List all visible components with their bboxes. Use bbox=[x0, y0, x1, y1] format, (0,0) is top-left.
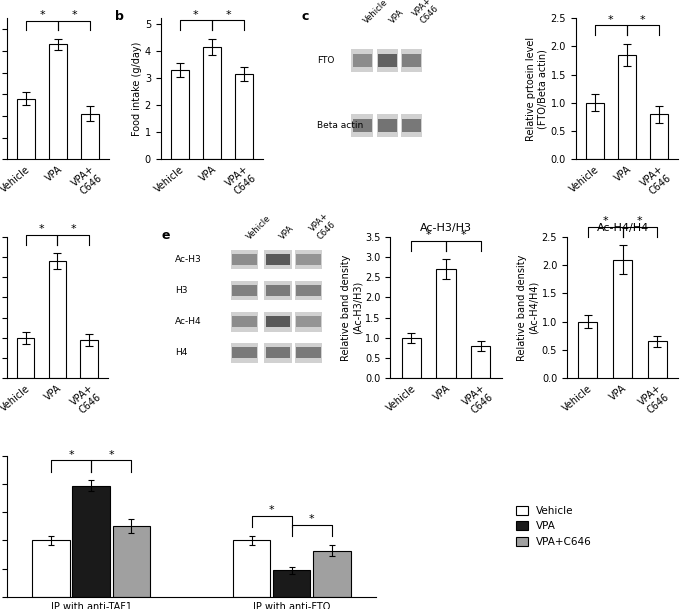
Bar bbox=[49, 44, 67, 609]
Bar bbox=[295, 281, 322, 300]
Bar bbox=[295, 250, 322, 269]
Bar bbox=[266, 285, 290, 296]
Text: Ac-H3: Ac-H3 bbox=[175, 255, 201, 264]
Bar bbox=[73, 485, 110, 597]
Bar bbox=[231, 343, 258, 362]
Bar bbox=[377, 114, 399, 137]
Bar bbox=[264, 343, 292, 362]
Text: *: * bbox=[71, 224, 76, 234]
Text: VPA+
C646: VPA+ C646 bbox=[411, 0, 441, 26]
Bar bbox=[232, 285, 257, 296]
Bar bbox=[295, 343, 322, 362]
Bar bbox=[351, 49, 373, 72]
Bar bbox=[49, 261, 66, 378]
Bar bbox=[82, 114, 99, 609]
Bar bbox=[351, 114, 373, 137]
Bar bbox=[296, 285, 321, 296]
Bar bbox=[231, 312, 258, 331]
Text: Beta actin: Beta actin bbox=[316, 121, 363, 130]
Bar bbox=[296, 316, 321, 327]
Text: c: c bbox=[301, 10, 308, 23]
Text: *: * bbox=[608, 15, 614, 24]
Legend: Vehicle, VPA, VPA+C646: Vehicle, VPA, VPA+C646 bbox=[516, 505, 592, 547]
Y-axis label: Relative band density
(Ac-H3/H3): Relative band density (Ac-H3/H3) bbox=[340, 255, 362, 361]
Bar bbox=[296, 254, 321, 265]
Bar bbox=[377, 49, 399, 72]
Bar bbox=[264, 250, 292, 269]
Text: Ac-H4: Ac-H4 bbox=[175, 317, 201, 326]
Bar bbox=[231, 281, 258, 300]
Text: *: * bbox=[225, 10, 231, 19]
Text: VPA+
C646: VPA+ C646 bbox=[308, 211, 338, 241]
Text: b: b bbox=[114, 10, 123, 23]
Bar bbox=[233, 540, 271, 597]
Text: e: e bbox=[161, 228, 170, 242]
Bar bbox=[232, 347, 257, 358]
Text: *: * bbox=[426, 230, 432, 240]
Bar bbox=[401, 338, 421, 378]
Bar bbox=[578, 322, 597, 378]
Bar bbox=[353, 119, 372, 132]
Bar bbox=[378, 54, 397, 67]
Text: *: * bbox=[39, 10, 45, 20]
Bar bbox=[586, 103, 603, 160]
Bar bbox=[264, 312, 292, 331]
Text: VPA: VPA bbox=[278, 224, 296, 241]
Title: Ac-H4/H4: Ac-H4/H4 bbox=[597, 224, 649, 233]
Bar bbox=[273, 570, 310, 597]
Bar bbox=[232, 316, 257, 327]
Text: *: * bbox=[269, 505, 275, 515]
Bar bbox=[32, 540, 70, 597]
Bar bbox=[401, 119, 421, 132]
Bar bbox=[618, 55, 636, 160]
Bar bbox=[650, 114, 668, 160]
Bar bbox=[313, 551, 351, 597]
Bar bbox=[401, 54, 421, 67]
Text: *: * bbox=[108, 449, 114, 460]
Bar bbox=[17, 338, 34, 378]
Bar bbox=[17, 99, 35, 609]
Text: *: * bbox=[602, 216, 608, 227]
Text: *: * bbox=[71, 10, 77, 20]
Text: Vehicle: Vehicle bbox=[245, 213, 273, 241]
Bar bbox=[401, 49, 422, 72]
Text: *: * bbox=[309, 515, 314, 524]
Text: *: * bbox=[640, 15, 646, 24]
Bar bbox=[648, 342, 667, 378]
Bar bbox=[471, 346, 490, 378]
Bar bbox=[171, 70, 189, 160]
Text: FTO: FTO bbox=[316, 56, 334, 65]
Bar bbox=[295, 312, 322, 331]
Text: Vehicle: Vehicle bbox=[362, 0, 390, 26]
Bar bbox=[231, 250, 258, 269]
Title: Ac-H3/H3: Ac-H3/H3 bbox=[420, 224, 472, 233]
Bar bbox=[436, 269, 456, 378]
Y-axis label: Food intake (g/day): Food intake (g/day) bbox=[132, 41, 142, 136]
Bar bbox=[378, 119, 397, 132]
Bar bbox=[296, 347, 321, 358]
Text: VPA: VPA bbox=[388, 7, 406, 26]
Bar bbox=[266, 254, 290, 265]
Bar bbox=[112, 526, 150, 597]
Y-axis label: Relative band density
(Ac-H4/H4): Relative band density (Ac-H4/H4) bbox=[517, 255, 539, 361]
Bar bbox=[264, 281, 292, 300]
Text: H4: H4 bbox=[175, 348, 187, 357]
Bar bbox=[613, 259, 632, 378]
Bar bbox=[266, 316, 290, 327]
Bar bbox=[232, 254, 257, 265]
Bar bbox=[203, 47, 221, 160]
Bar bbox=[80, 340, 98, 378]
Text: *: * bbox=[460, 230, 466, 240]
Text: *: * bbox=[637, 216, 643, 227]
Text: *: * bbox=[68, 449, 74, 460]
Text: *: * bbox=[39, 224, 45, 234]
Bar bbox=[266, 347, 290, 358]
Bar bbox=[401, 114, 422, 137]
Bar bbox=[235, 74, 253, 160]
Text: H3: H3 bbox=[175, 286, 187, 295]
Text: *: * bbox=[193, 10, 199, 19]
Y-axis label: Relative prtoein level
(FTO/Beta actin): Relative prtoein level (FTO/Beta actin) bbox=[526, 37, 547, 141]
Bar bbox=[353, 54, 372, 67]
